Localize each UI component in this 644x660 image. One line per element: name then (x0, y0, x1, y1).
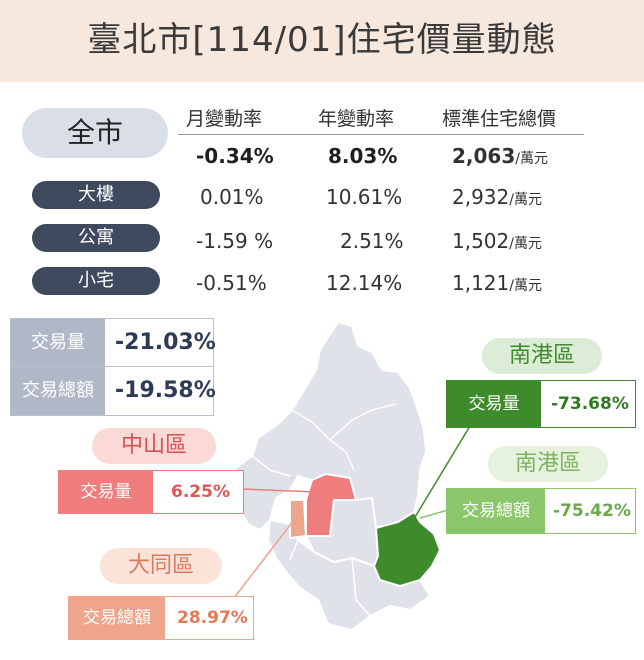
zhongshan-volume-box: 交易量 6.25% (58, 470, 244, 514)
nangang-district-badge-total: 南港區 (488, 446, 608, 482)
citywide-yearly: 8.03% (328, 144, 398, 168)
apartment-yearly: 2.51% (340, 229, 404, 253)
map-nangang-district (373, 511, 441, 587)
nangang-total-connector (419, 509, 449, 519)
datong-total-value: 28.97% (177, 608, 248, 628)
row-label-citywide: 全市 (22, 108, 168, 158)
zhongshan-volume-label: 交易量 (59, 471, 153, 513)
nangang-total-box: 交易總額 -75.42% (446, 488, 636, 534)
map-datong-district (289, 499, 307, 539)
citywide-volume-box: 交易量 -21.03% (10, 318, 216, 368)
building-yearly: 10.61% (326, 185, 403, 209)
building-monthly: 0.01% (200, 185, 264, 209)
col-standard-price: 標準住宅總價 (442, 108, 557, 130)
header-divider (178, 134, 584, 135)
building-price: 2,932/萬元 (452, 185, 542, 209)
citywide-volume-value: -21.03% (115, 330, 216, 355)
zhongshan-district-badge: 中山區 (92, 428, 216, 464)
small-unit-yearly: 12.14% (326, 271, 403, 295)
map-zhongshan-district (305, 473, 357, 537)
datong-total-box: 交易總額 28.97% (68, 596, 254, 640)
zhongshan-volume-value: 6.25% (171, 482, 230, 502)
nangang-volume-label: 交易量 (447, 381, 541, 427)
citywide-total-box: 交易總額 -19.58% (10, 366, 216, 416)
zhongshan-connector (241, 488, 317, 493)
row-label-apartment: 公寓 (32, 224, 160, 252)
row-label-building: 大樓 (32, 181, 160, 209)
apartment-price: 1,502/萬元 (452, 229, 542, 253)
small-unit-price: 1,121/萬元 (452, 271, 542, 295)
apartment-monthly: -1.59 % (196, 229, 274, 253)
citywide-monthly: -0.34% (196, 144, 274, 168)
nangang-district-badge-volume: 南港區 (482, 338, 602, 374)
header-banner (0, 0, 644, 82)
col-monthly-change: 月變動率 (186, 108, 263, 130)
col-yearly-change: 年變動率 (318, 108, 395, 130)
small-unit-monthly: -0.51% (196, 271, 267, 295)
citywide-total-value: -19.58% (115, 378, 216, 403)
nangang-volume-box: 交易量 -73.68% (446, 380, 636, 428)
nangang-volume-connector (411, 425, 471, 523)
citywide-price: 2,063/萬元 (452, 144, 548, 168)
citywide-volume-label: 交易量 (11, 319, 105, 367)
page-title: 臺北市[114/01]住宅價量動態 (87, 20, 557, 60)
nangang-volume-value: -73.68% (551, 394, 629, 414)
datong-district-badge: 大同區 (100, 548, 222, 584)
datong-connector (233, 519, 295, 599)
nangang-total-label: 交易總額 (447, 489, 545, 533)
citywide-total-label: 交易總額 (11, 367, 105, 415)
row-label-small-unit: 小宅 (32, 267, 160, 295)
nangang-total-value: -75.42% (553, 501, 631, 521)
datong-total-label: 交易總額 (69, 597, 165, 639)
map-inner-lines (251, 403, 397, 617)
